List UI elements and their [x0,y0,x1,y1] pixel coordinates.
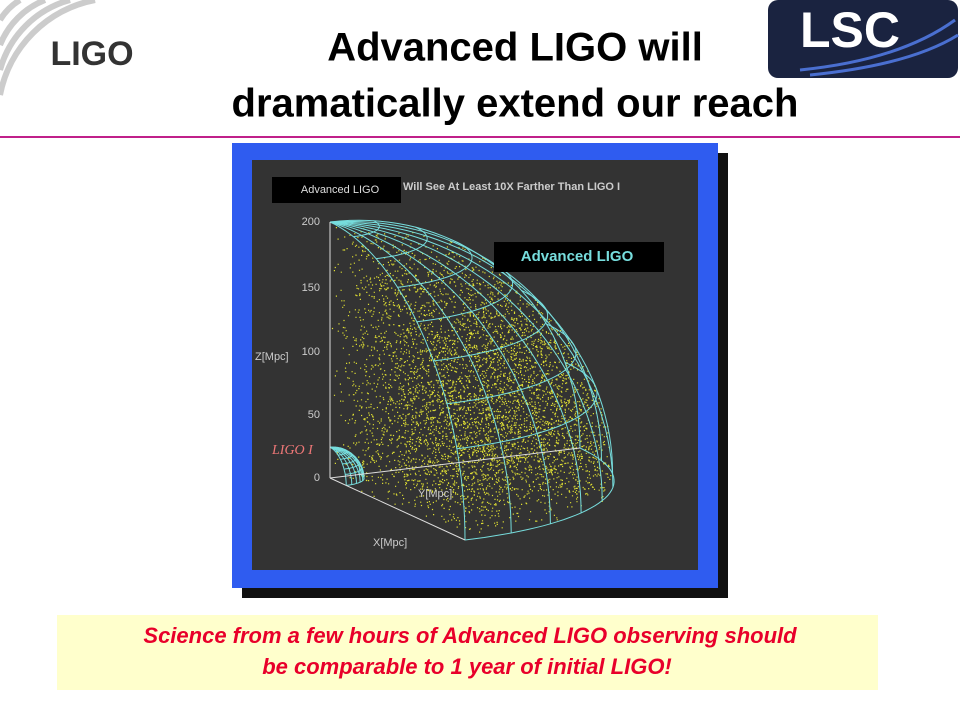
axis-label: X[Mpc] [373,537,407,549]
parallel [456,361,598,450]
axis [329,477,466,541]
axis-label: Y[Mpc] [418,488,452,500]
small-label: LIGO I [271,443,314,458]
meridian [329,221,551,524]
tick-label: 0 [314,472,320,484]
parallel [346,473,365,486]
badge: LSC [800,2,900,58]
title-line: Advanced LIGO will [327,26,703,70]
parallel [433,290,549,362]
title-line: dramatically extend our reach [232,82,799,126]
parallel [338,449,348,456]
parallel [397,240,473,288]
axis [329,447,581,479]
parallel [332,446,337,450]
badge-box [768,0,958,78]
axis-label: Z[Mpc] [255,351,289,363]
plot-bg [252,160,698,570]
meridian [329,221,582,513]
caption-line: Science from a few hours of Advanced LIG… [143,623,797,648]
tag: Advanced LIGO [301,184,380,196]
parallel [345,463,363,475]
logo: LIGO [50,35,133,73]
meridian [329,446,353,485]
tick-label: 100 [302,346,320,358]
meridian [329,219,581,449]
logo-arcs [0,0,96,96]
meridian [329,221,614,488]
meridian [329,221,512,534]
meridian [329,446,364,481]
tick-label: 200 [302,216,320,228]
figure-heading: Will See At Least 10X Farther Than LIGO … [403,181,620,193]
parallel [416,262,514,323]
plot [329,219,615,541]
tag-box [272,177,401,203]
meridian [329,221,466,541]
parallel [353,220,380,238]
parallel [335,447,343,453]
caption-box [57,615,878,690]
tick-label: 150 [302,282,320,294]
tick-label: 50 [308,409,320,421]
caption-line: be comparable to 1 year of initial LIGO! [262,654,672,679]
meridian [329,220,602,461]
meridian [329,446,347,486]
meridian [329,221,603,501]
parallel [343,459,360,470]
parallel [446,323,577,405]
parallel [340,451,353,460]
label-box [494,242,664,272]
badge-swoosh [799,18,959,77]
parallel [464,447,615,541]
label: Advanced LIGO [521,248,634,265]
parallel [342,455,357,465]
meridian [330,221,614,475]
parallel [376,226,428,260]
points [331,224,612,533]
